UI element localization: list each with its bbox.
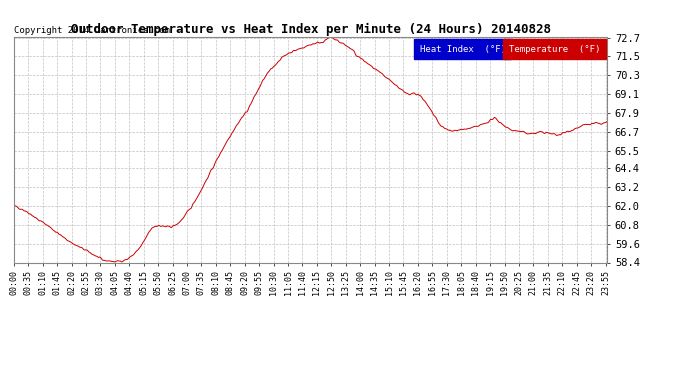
Title: Outdoor Temperature vs Heat Index per Minute (24 Hours) 20140828: Outdoor Temperature vs Heat Index per Mi… [70,23,551,36]
Text: Copyright 2014 Cartronics.com: Copyright 2014 Cartronics.com [14,26,170,35]
Legend: Heat Index  (°F), Temperature  (°F): Heat Index (°F), Temperature (°F) [417,42,602,56]
